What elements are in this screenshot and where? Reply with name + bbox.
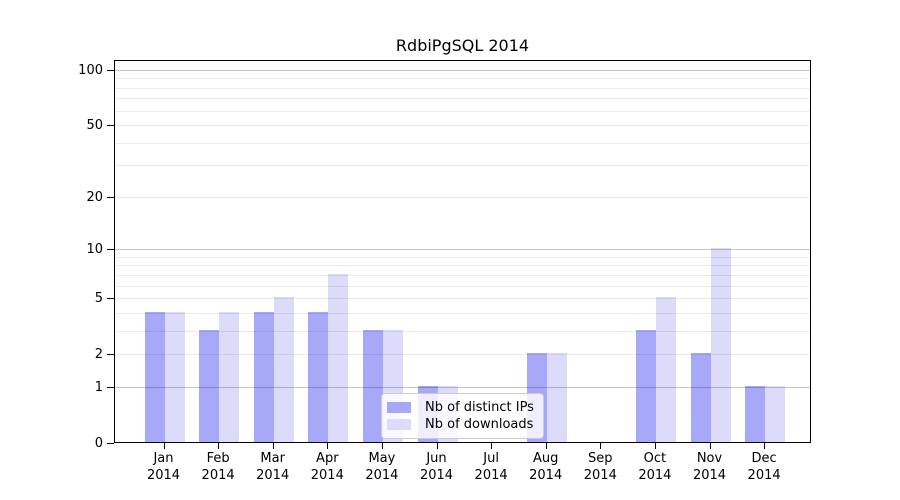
x-axis-tick [381,443,383,449]
x-axis-tick [545,443,547,449]
gridline-minor [115,98,810,100]
legend: Nb of distinct IPs Nb of downloads [381,393,544,439]
y-axis-tick [107,249,114,251]
y-axis-tick-label: 20 [86,189,103,205]
bar-downloads-nov [710,248,731,442]
gridline-minor [115,256,810,258]
bar-ips-dec [745,385,766,442]
x-axis-month-label: Mar 2014 [256,451,290,483]
y-axis-tick [107,443,114,444]
bar-ips-mar [253,311,274,442]
y-axis-tick-label: 50 [86,118,103,134]
bar-ips-jan [144,311,165,442]
bar-downloads-apr [328,273,349,442]
x-axis-month-label: May 2014 [365,451,399,483]
gridline-minor [115,196,810,198]
y-axis-tick [107,386,114,388]
bar-ips-oct [635,329,656,442]
y-axis-tick [107,196,114,198]
bar-downloads-oct [655,297,676,442]
x-axis-month-label: Apr 2014 [310,451,344,483]
x-axis-month-label: Oct 2014 [638,451,672,483]
bar-downloads-mar [273,297,294,442]
gridline-major [115,70,810,71]
x-axis-month-label: Jul 2014 [474,451,508,483]
bar-ips-nov [690,353,711,442]
plot-area [114,60,811,443]
x-axis-tick [163,443,165,449]
bar-downloads-aug [546,353,567,442]
bar-ips-may [362,329,383,442]
x-axis-tick [327,443,329,449]
y-axis-tick-label: 5 [94,291,103,307]
y-axis-tick-label: 10 [86,242,103,258]
gridline-minor [115,274,810,276]
legend-item: Nb of distinct IPs [387,399,535,416]
bar-downloads-jan [164,311,185,442]
y-axis-tick-label: 1 [94,379,103,395]
gridline-minor [115,110,810,112]
gridline-minor [115,298,810,300]
bar-ips-feb [199,329,220,442]
x-axis-month-label: Feb 2014 [201,451,235,483]
x-axis-month-label: Dec 2014 [747,451,781,483]
bar-downloads-feb [219,311,240,442]
gridline-major [115,249,810,251]
x-axis-tick [654,443,656,449]
gridline-minor [115,165,810,167]
gridline-minor [115,78,810,80]
gridline-minor [115,142,810,144]
x-axis-month-label: Jun 2014 [419,451,454,483]
gridline-minor [115,265,810,267]
y-axis-tick [107,298,114,300]
x-axis-tick [709,443,711,449]
gridline-minor [115,125,810,127]
y-axis-tick [107,354,114,356]
y-axis-tick [107,70,114,71]
x-axis-tick [764,443,766,449]
x-axis-month-label: Aug 2014 [529,451,563,483]
gridline-minor [115,285,810,287]
x-axis-month-label: Jan 2014 [146,451,181,483]
x-axis-tick [436,443,438,449]
y-axis-tick [107,125,114,127]
x-axis-tick [272,443,274,449]
legend-item: Nb of downloads [387,416,535,433]
legend-label: Nb of distinct IPs [425,400,534,415]
bar-downloads-dec [765,385,786,442]
x-axis-tick [600,443,602,449]
y-axis-tick-label: 2 [94,347,103,363]
legend-label: Nb of downloads [425,417,534,432]
y-axis-tick-label: 100 [78,63,103,78]
bar-ips-apr [308,311,329,442]
legend-swatch-downloads [387,419,411,430]
x-axis-month-label: Nov 2014 [692,451,727,483]
gridline-minor [115,87,810,89]
x-axis-tick [218,443,220,449]
x-axis-month-label: Sep 2014 [583,451,617,483]
y-axis-tick-label: 0 [94,436,103,451]
chart-title: RdbiPgSQL 2014 [395,36,530,55]
legend-swatch-ips [387,402,411,413]
x-axis-tick [491,443,493,449]
